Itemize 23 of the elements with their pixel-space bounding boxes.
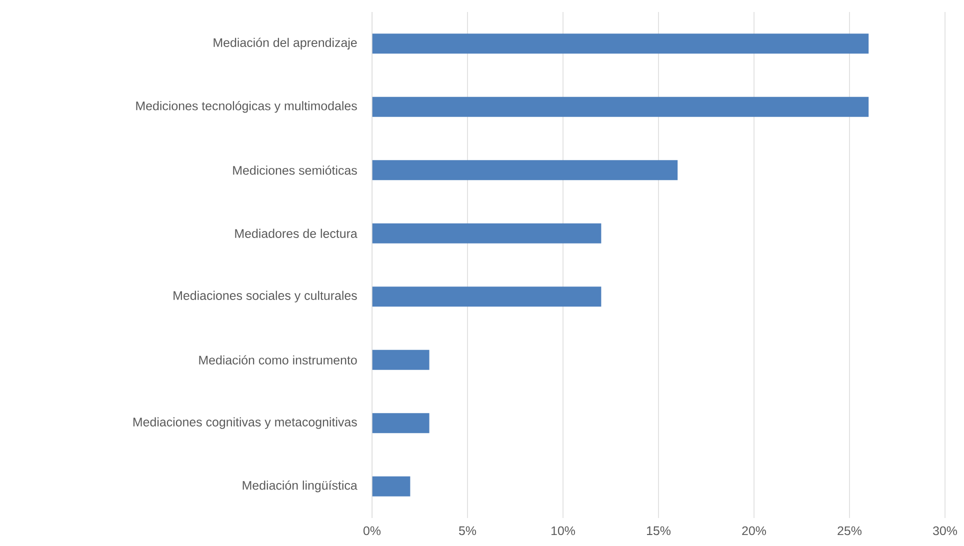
- y-tick-label: Mediaciones sociales y culturales: [174, 290, 357, 302]
- bar: [372, 223, 602, 244]
- x-tick-label: 30%: [933, 526, 958, 536]
- y-tick-label: Mediación del aprendizaje: [214, 38, 357, 50]
- x-tick-label: 25%: [838, 526, 862, 536]
- y-tick-label: Mediadores de lectura: [235, 228, 358, 238]
- bar: [372, 96, 869, 117]
- y-tick-label: Mediación lingüística: [242, 480, 358, 492]
- bar: [372, 160, 678, 180]
- y-tick-label: Mediciones semióticas: [233, 165, 357, 175]
- y-tick-label: Mediación como instrumento: [199, 355, 357, 365]
- x-tick-label: 15%: [647, 526, 671, 536]
- y-tick-label: Mediaciones cognitivas y metacognitivas: [133, 417, 357, 429]
- bar: [372, 350, 430, 370]
- bar: [372, 34, 869, 54]
- x-tick-label: 20%: [742, 526, 766, 536]
- bar: [372, 286, 602, 307]
- y-tick-label: Mediciones tecnológicas y multimodales: [136, 100, 357, 113]
- x-tick-label: 0%: [363, 526, 381, 536]
- x-tick-label: 10%: [552, 526, 576, 536]
- bar: [372, 413, 430, 434]
- x-tick-label: 5%: [459, 526, 476, 536]
- bar: [372, 476, 410, 496]
